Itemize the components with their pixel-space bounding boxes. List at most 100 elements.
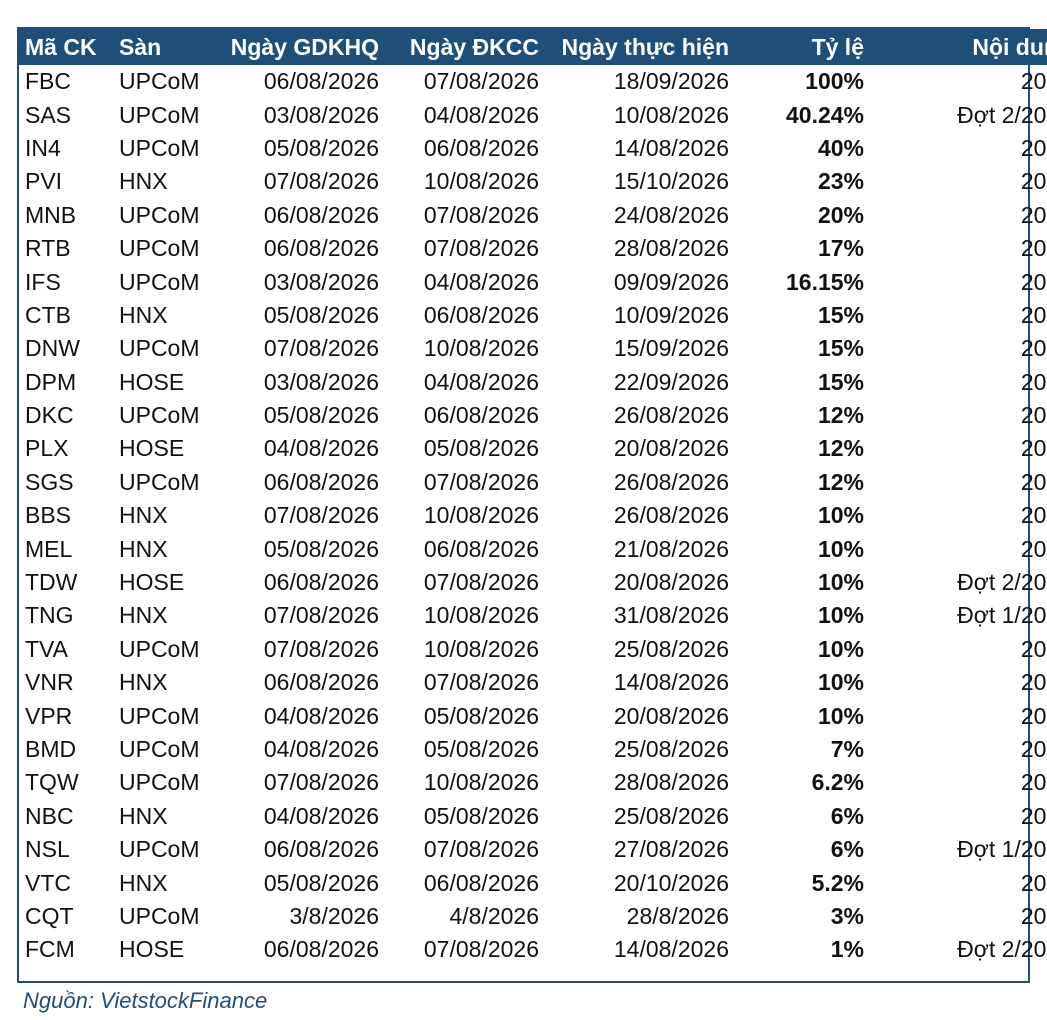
cell-ngay-gdkhq: 05/08/2026	[263, 402, 379, 429]
cell-ma-ck: TDW	[25, 569, 78, 596]
table-row: VTC HNX 05/08/2026 06/08/2026 20/10/2026 5.2%…	[19, 866, 1047, 899]
cell-noi-dung: 2025	[1020, 802, 1047, 829]
cell-ty-le: 12%	[817, 402, 864, 429]
cell-san: UPCoM	[119, 902, 200, 929]
cell-noi-dung: 2025	[1020, 902, 1047, 929]
cell-ma-ck: VPR	[25, 702, 73, 729]
cell-ngay-gdkhq: 03/08/2026	[263, 268, 379, 295]
cell-san: UPCoM	[119, 468, 200, 495]
cell-ngay-dkcc: 07/08/2026	[423, 201, 539, 228]
cell-ngay-gdkhq: 05/08/2026	[263, 535, 379, 562]
cell-ngay-thuc-hien: 14/08/2026	[613, 134, 729, 161]
cell-ma-ck: SAS	[25, 101, 72, 128]
cell-noi-dung: 2025	[1020, 435, 1047, 462]
cell-noi-dung: 2025	[1020, 402, 1047, 429]
header-san: Sàn	[119, 33, 162, 60]
cell-ty-le: 3%	[830, 902, 864, 929]
cell-ngay-dkcc: 07/08/2026	[423, 468, 539, 495]
cell-ngay-thuc-hien: 31/08/2026	[613, 602, 729, 629]
table-row: BMD UPCoM 04/08/2026 05/08/2026 25/08/2026 7%…	[19, 733, 1047, 766]
cell-noi-dung: 2025	[1020, 669, 1047, 696]
cell-san: HNX	[119, 535, 168, 562]
cell-san: UPCoM	[119, 769, 200, 796]
cell-ngay-gdkhq: 06/08/2026	[263, 68, 379, 95]
cell-san: HNX	[119, 802, 168, 829]
header-noi-dung: Nội dung	[972, 33, 1047, 60]
cell-ngay-gdkhq: 03/08/2026	[263, 101, 379, 128]
cell-ngay-dkcc: 06/08/2026	[423, 134, 539, 161]
cell-san: UPCoM	[119, 335, 200, 362]
cell-ma-ck: DKC	[25, 402, 74, 429]
table-row: RTB UPCoM 06/08/2026 07/08/2026 28/08/2026 17…	[19, 232, 1047, 265]
source-note: Nguồn: VietstockFinance	[23, 988, 268, 1013]
cell-ty-le: 10%	[817, 569, 864, 596]
cell-ty-le: 10%	[817, 702, 864, 729]
cell-ma-ck: TVA	[25, 635, 69, 662]
cell-san: UPCoM	[119, 101, 200, 128]
cell-ngay-dkcc: 06/08/2026	[423, 535, 539, 562]
cell-ngay-gdkhq: 04/08/2026	[263, 435, 379, 462]
cell-ty-le: 10%	[817, 669, 864, 696]
cell-ty-le: 1%	[830, 936, 864, 963]
table-row: TVA UPCoM 07/08/2026 10/08/2026 25/08/2026 10…	[19, 633, 1047, 666]
cell-ngay-dkcc: 07/08/2026	[423, 936, 539, 963]
cell-ma-ck: FBC	[25, 68, 71, 95]
table-header-row: Mã CK Sàn Ngày GDKHQ Ngày ĐKCC Ngày thực…	[19, 29, 1047, 65]
table-row: IFS UPCoM 03/08/2026 04/08/2026 09/09/2026 16…	[19, 265, 1047, 298]
cell-san: UPCoM	[119, 836, 200, 863]
cell-noi-dung: 2025	[1020, 335, 1047, 362]
cell-ma-ck: PVI	[25, 168, 63, 195]
cell-ngay-thuc-hien: 15/10/2026	[613, 168, 729, 195]
cell-ty-le: 16.15%	[785, 268, 864, 295]
cell-ngay-dkcc: 07/08/2026	[423, 235, 539, 262]
cell-ty-le: 6%	[830, 836, 864, 863]
cell-ngay-dkcc: 4/8/2026	[449, 902, 539, 929]
cell-san: UPCoM	[119, 201, 200, 228]
cell-ngay-dkcc: 10/08/2026	[423, 769, 539, 796]
cell-ngay-thuc-hien: 28/08/2026	[613, 769, 729, 796]
cell-ma-ck: VNR	[25, 669, 74, 696]
cell-ngay-thuc-hien: 25/08/2026	[613, 802, 729, 829]
cell-ty-le: 10%	[817, 635, 864, 662]
cell-noi-dung: Đợt 1/2026	[957, 602, 1047, 629]
table-row: TDW HOSE 06/08/2026 07/08/2026 20/08/2026 10%…	[19, 566, 1047, 599]
cell-ngay-gdkhq: 07/08/2026	[263, 602, 379, 629]
table-row: DPM HOSE 03/08/2026 04/08/2026 22/09/2026 15%…	[19, 366, 1047, 399]
cell-ty-le: 10%	[817, 535, 864, 562]
cell-ma-ck: MEL	[25, 535, 73, 562]
cell-noi-dung: 2025	[1020, 869, 1047, 896]
table-row: VNR HNX 06/08/2026 07/08/2026 14/08/2026 10% 2…	[19, 666, 1047, 699]
table-row: CQT UPCoM 3/8/2026 4/8/2026 28/8/2026 3% 2025	[19, 900, 1047, 933]
cell-ma-ck: MNB	[25, 201, 77, 228]
cell-noi-dung: 2025	[1020, 468, 1047, 495]
cell-san: UPCoM	[119, 68, 200, 95]
cell-ty-le: 23%	[817, 168, 864, 195]
cell-ty-le: 6.2%	[811, 769, 864, 796]
cell-ngay-thuc-hien: 26/08/2026	[613, 502, 729, 529]
cell-ngay-dkcc: 04/08/2026	[423, 101, 539, 128]
cell-ma-ck: DNW	[25, 335, 80, 362]
cell-ngay-gdkhq: 06/08/2026	[263, 936, 379, 963]
cell-ngay-thuc-hien: 20/10/2026	[613, 869, 729, 896]
cell-san: HOSE	[119, 936, 185, 963]
cell-ma-ck: CTB	[25, 301, 71, 328]
cell-noi-dung: 2025	[1020, 68, 1047, 95]
cell-noi-dung: 2025	[1020, 268, 1047, 295]
cell-ngay-dkcc: 07/08/2026	[423, 569, 539, 596]
cell-ma-ck: TQW	[25, 769, 79, 796]
cell-ma-ck: PLX	[25, 435, 69, 462]
cell-ma-ck: SGS	[25, 468, 74, 495]
cell-ty-le: 15%	[817, 301, 864, 328]
cell-ngay-thuc-hien: 25/08/2026	[613, 736, 729, 762]
cell-san: HOSE	[119, 569, 185, 596]
cell-ngay-dkcc: 06/08/2026	[423, 402, 539, 429]
cell-ngay-gdkhq: 07/08/2026	[263, 502, 379, 529]
cell-san: HNX	[119, 869, 168, 896]
cell-noi-dung: 2025	[1020, 702, 1047, 729]
cell-ngay-thuc-hien: 20/08/2026	[613, 435, 729, 462]
cell-san: UPCoM	[119, 235, 200, 262]
cell-ngay-thuc-hien: 20/08/2026	[613, 569, 729, 596]
cell-ngay-thuc-hien: 09/09/2026	[613, 268, 729, 295]
cell-ma-ck: TNG	[25, 602, 74, 629]
cell-ngay-thuc-hien: 14/08/2026	[613, 669, 729, 696]
